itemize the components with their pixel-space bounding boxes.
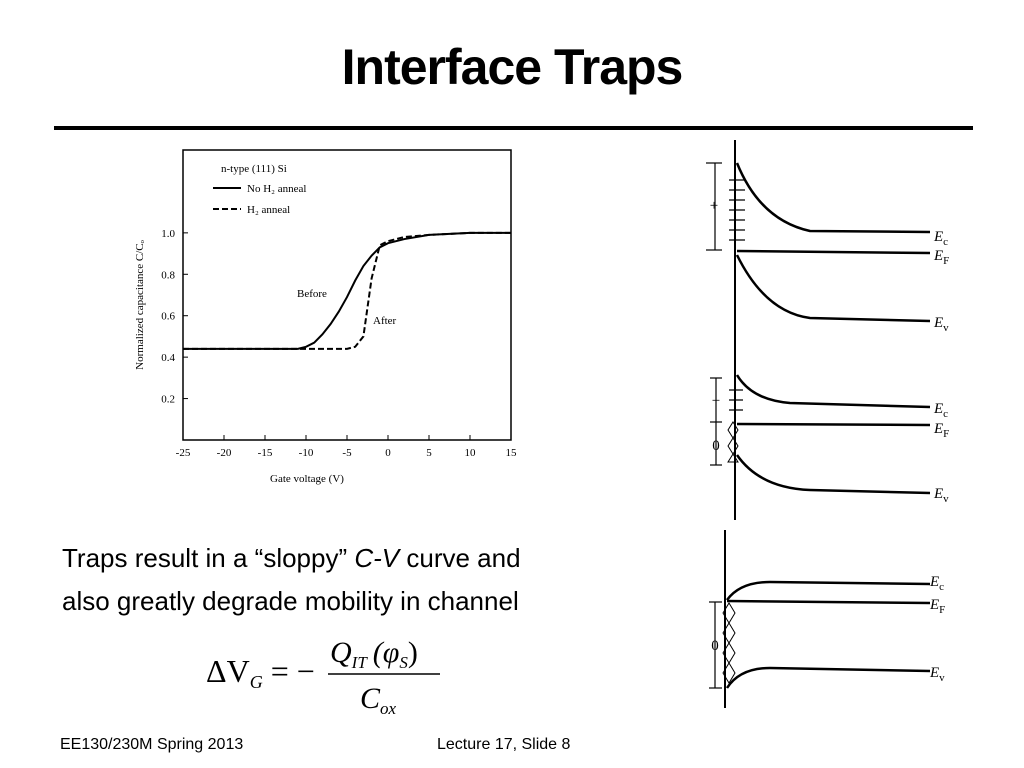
eq-num: QIT (φS) [330,636,418,672]
text: c [939,581,944,593]
charge-label: 0 [712,438,720,454]
level-label: Ec [933,229,948,248]
eq-part: = − [271,653,315,689]
eq-lhs: ΔVG = − [206,653,315,692]
legend-label: H₂ anneal [247,204,290,216]
x-tick-label: 0 [385,447,391,459]
eq-part: IT [351,653,369,672]
x-tick-label: -10 [299,447,314,459]
eq-part: S [399,653,408,672]
x-tick-label: -25 [176,447,191,459]
x-axis-label: Gate voltage (V) [270,473,344,485]
footer-right: Lecture 17, Slide 8 [437,736,571,753]
y-tick-label: 0.6 [161,311,175,323]
charge-label: + [710,198,718,214]
x-tick-label: 10 [465,447,477,459]
legend-label: No H₂ anneal [247,183,306,195]
band-edge [735,162,931,234]
title-rule [54,126,973,130]
level-label: EF [929,597,945,616]
body-line: Traps result in a “sloppy” C-V curve and [62,543,521,574]
text: E [933,229,943,245]
level-label: EF [933,248,949,267]
slide-title: Interface Traps [341,39,684,95]
y-tick-label: 0.4 [161,352,175,364]
eq-part: C [360,682,381,715]
text: E [929,597,939,613]
eq-part: ) [408,636,418,669]
band-edge [725,580,931,601]
annotation: After [373,315,397,327]
level-label: Ev [929,665,945,684]
eq-part: G [250,672,263,692]
text: v [939,672,945,684]
text: C-V [354,543,400,573]
x-tick-label: 15 [506,447,518,459]
series-line [183,231,511,350]
eq-part: ΔV [206,653,250,689]
text: F [943,428,949,440]
x-tick-label: -20 [217,447,232,459]
text: E [933,315,943,331]
band-edge [736,422,931,427]
text: v [943,322,949,334]
brackets [706,162,745,689]
y-tick-label: 0.8 [161,269,175,281]
level-label: Ec [929,574,944,593]
eq-den: Cox [360,682,397,718]
eq-part: ox [380,699,397,718]
text: c [943,408,948,420]
text: Traps result in a “sloppy” [62,543,355,573]
charge-labels: + + 0 0 [710,198,720,654]
series-line [183,231,511,350]
level-label: Ev [933,486,949,505]
x-tick-label: -5 [342,447,352,459]
charge-label: + [712,393,720,409]
band-edge [735,254,931,323]
text: E [929,574,939,590]
eq-part: (φ [373,636,400,669]
x-tick-label: -15 [258,447,273,459]
y-tick-label: 0.2 [161,394,175,406]
text: F [943,255,949,267]
diagram [724,140,931,708]
y-tick-label: 1.0 [161,228,175,240]
y-axis-label: Normalized capacitance C/Cₒ [134,240,146,370]
text: curve and [399,543,521,573]
body-line: also greatly degrade mobility in channel [62,586,519,617]
band-diagrams: + + 0 0 Ec EF Ev Ec EF Ev Ec EF Ev [706,140,949,708]
equation: ΔVG = − QIT (φS) Cox [206,636,440,718]
text: E [933,486,943,502]
footer-left: EE130/230M Spring 2013 [60,736,244,753]
text: F [939,604,945,616]
level-label: EF [933,421,949,440]
band-edge [726,599,931,605]
level-label: Ec [933,401,948,420]
band-edge [735,454,931,495]
trap-states [722,602,736,684]
x-tick-label: 5 [426,447,432,459]
band-edge [736,249,931,255]
text: E [933,248,943,264]
legend-title: n-type (111) Si [221,163,287,175]
charge-label: 0 [711,638,719,654]
level-label: Ev [933,315,949,334]
annotation: Before [297,288,327,300]
text: c [943,236,948,248]
band-edge [735,374,931,409]
text: E [933,401,943,417]
text: E [929,665,939,681]
text: v [943,493,949,505]
band-edge [725,666,931,689]
text: also greatly degrade mobility in channel [62,586,519,616]
chart: -25 -20 -15 -10 -5 0 5 10 15 0.2 0.4 0.6 0.8 1.0 Gate … [134,149,518,485]
text: E [933,421,943,437]
eq-part: Q [330,636,352,669]
trap-states [727,421,739,463]
